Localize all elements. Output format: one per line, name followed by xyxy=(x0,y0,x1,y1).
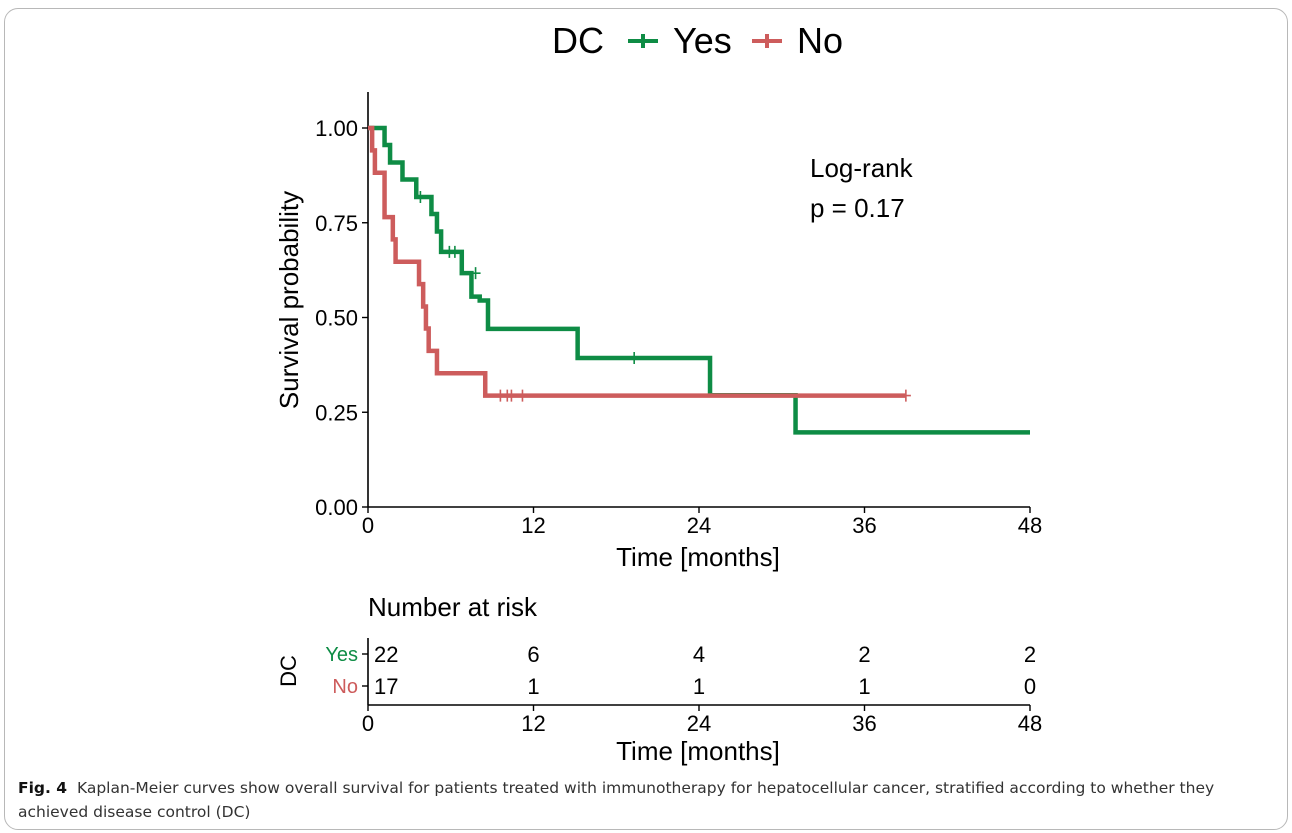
y-tick-label: 0.75 xyxy=(315,211,358,236)
survival-plot: 0.00 0.25 0.50 0.75 1.00 0 12 24 36 48 Time [month… xyxy=(274,92,1042,572)
y-tick-label: 0.50 xyxy=(315,306,358,331)
risk-count: 2 xyxy=(1024,642,1036,667)
x-tick-label: 48 xyxy=(1018,513,1042,538)
risk-group-label: DC xyxy=(276,655,301,687)
km-figure: DC Yes No 0.000.250.500.751.000 12 24 36 48Tim… xyxy=(274,20,1042,766)
curve-no xyxy=(368,125,906,398)
caption-text: Kaplan-Meier curves show overall surviva… xyxy=(18,779,1215,821)
risk-count: 1 xyxy=(858,674,870,699)
censor-mark xyxy=(506,389,517,402)
legend-key-no xyxy=(752,34,782,48)
legend-title: DC xyxy=(552,20,604,61)
risk-count: 17 xyxy=(374,674,398,699)
risk-x-tick-label: 24 xyxy=(687,711,711,736)
risk-x-axis-label: Time [months] xyxy=(616,736,780,766)
risk-count: 6 xyxy=(527,642,539,667)
logrank-annotation: Log-rank xyxy=(810,153,914,183)
legend: DC Yes No xyxy=(552,20,843,61)
figure-frame xyxy=(4,8,1288,830)
risk-count: 2 xyxy=(858,642,870,667)
legend-label-yes: Yes xyxy=(673,20,732,61)
risk-count: 1 xyxy=(527,674,539,699)
risk-x-tick-label: 36 xyxy=(852,711,876,736)
risk-x-tick-label: 0 xyxy=(362,711,374,736)
figure-caption: Fig. 4 Kaplan-Meier curves show overall … xyxy=(18,776,1278,824)
risk-table-title: Number at risk xyxy=(368,592,538,622)
y-tick-label: 0.25 xyxy=(315,400,358,425)
censor-mark xyxy=(470,267,481,280)
legend-key-yes xyxy=(628,34,658,48)
legend-label-no: No xyxy=(797,20,843,61)
y-axis-label: Survival probability xyxy=(274,191,304,409)
curve-yes xyxy=(368,125,1030,435)
risk-x-tick-label: 12 xyxy=(521,711,545,736)
y-tick-label: 0.00 xyxy=(315,495,358,520)
caption-label: Fig. 4 xyxy=(18,779,68,797)
risk-count: 1 xyxy=(693,674,705,699)
x-tick-label: 24 xyxy=(687,513,711,538)
x-axis-label: Time [months] xyxy=(616,542,780,572)
risk-count: 4 xyxy=(693,642,705,667)
x-tick-label: 12 xyxy=(521,513,545,538)
risk-count: 0 xyxy=(1024,674,1036,699)
risk-count: 22 xyxy=(374,642,398,667)
risk-x-tick-label: 48 xyxy=(1018,711,1042,736)
censor-mark xyxy=(900,389,911,402)
logrank-annotation: p = 0.17 xyxy=(810,193,905,223)
censor-mark xyxy=(415,190,426,203)
censor-mark xyxy=(449,245,460,258)
censor-mark xyxy=(517,389,528,402)
risk-row-label-yes: Yes xyxy=(325,644,358,666)
x-tick-label: 0 xyxy=(362,513,374,538)
censor-mark xyxy=(629,352,640,365)
y-tick-label: 1.00 xyxy=(315,116,358,141)
risk-row-label-no: No xyxy=(332,676,358,698)
x-tick-label: 36 xyxy=(852,513,876,538)
